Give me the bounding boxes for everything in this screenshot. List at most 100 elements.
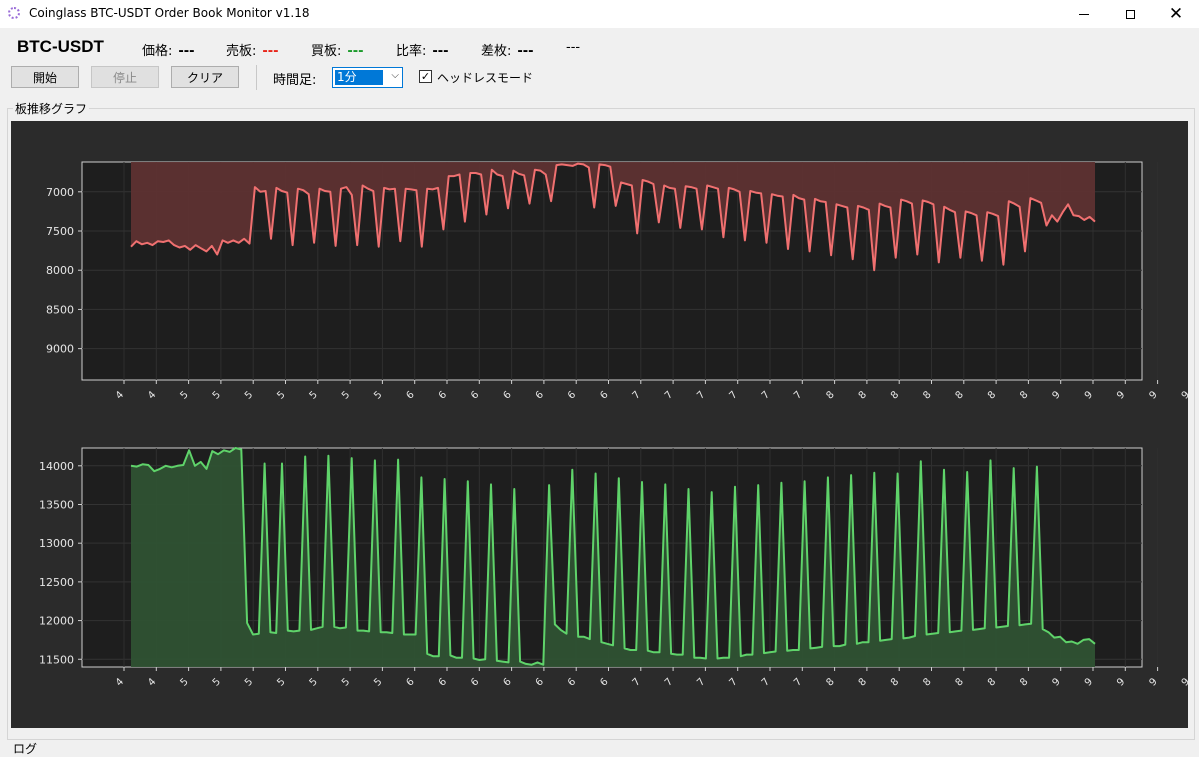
sell-stat: 売板: --- (226, 40, 279, 59)
sell-x-tick-label: 8 (921, 389, 933, 401)
sell-x-tick-label: 7 (631, 389, 643, 401)
buy-x-tick-label: 9 (1051, 676, 1063, 688)
close-icon: ✕ (1168, 3, 1184, 24)
buy-value: --- (347, 44, 364, 59)
buy-x-tick-label: 6 (405, 676, 417, 688)
buy-x-tick-label: 5 (243, 676, 255, 688)
sell-x-tick-label: 6 (405, 389, 417, 401)
sell-x-tick-label: 6 (437, 389, 449, 401)
graph-group-label: 板推移グラフ (13, 100, 90, 117)
buy-x-tick-label: 6 (566, 676, 578, 688)
buy-x-tick-label: 7 (728, 676, 740, 688)
close-button[interactable]: ✕ (1153, 0, 1199, 28)
buy-x-tick-label: 5 (275, 676, 287, 688)
buy-x-tick-label: 4 (146, 676, 158, 688)
sell-chart: 7000 7500 8000 8500 9000 4 4 5 5 5 5 5 5 5 6 6 6 6 6 6 6 7 7 7 7… (46, 161, 1192, 402)
sell-x-tick-label: 4 (146, 389, 158, 401)
sell-x-tick-label: 8 (824, 389, 836, 401)
buy-x-tick-label: 8 (954, 676, 966, 688)
sell-x-tick-label: 9 (1051, 389, 1063, 401)
timeframe-select[interactable]: 1分 ⌵ (332, 67, 403, 88)
price-value: --- (178, 44, 195, 59)
buy-chart: 11500 12000 12500 13000 13500 14000 4 4 5 5 5 5 5 5 5 6… (39, 447, 1192, 689)
sell-x-tick-label: 5 (211, 389, 223, 401)
sell-x-tick-label: 8 (889, 389, 901, 401)
buy-x-tick-label: 9 (1083, 676, 1095, 688)
sell-x-tick-label: 6 (501, 389, 513, 401)
maximize-icon (1125, 9, 1135, 19)
sell-x-tick-label: 7 (695, 389, 707, 401)
buy-x-tick-label: 7 (663, 676, 675, 688)
buy-area-fill (131, 448, 1095, 667)
buy-x-tick-label: 8 (824, 676, 836, 688)
buy-x-tick-label: 8 (921, 676, 933, 688)
sell-x-tick-label: 5 (243, 389, 255, 401)
buy-x-tick-label: 8 (986, 676, 998, 688)
sell-x-tick-label: 5 (308, 389, 320, 401)
buy-x-tick-label: 7 (792, 676, 804, 688)
headless-checkbox[interactable]: ✓ (419, 70, 432, 83)
sell-x-tick-label: 9 (1147, 389, 1159, 401)
price-stat: 価格: --- (142, 40, 195, 59)
buy-x-tick-label: 8 (889, 676, 901, 688)
graph-group (7, 108, 1195, 740)
sell-x-tick-label: 4 (114, 389, 126, 401)
minimize-icon (1079, 13, 1089, 15)
diff-stat: 差枚: --- (481, 40, 534, 59)
sell-y-tick-label: 8500 (46, 303, 74, 316)
buy-y-tick-label: 12500 (39, 576, 74, 589)
sell-y-tick-label: 9000 (46, 343, 74, 356)
diff-label: 差枚: (481, 44, 512, 59)
graph-canvas: 7000 7500 8000 8500 9000 4 4 5 5 5 5 5 5 5 6 6 6 6 6 6 6 7 7 7 7… (11, 121, 1192, 728)
buy-x-tick-label: 6 (437, 676, 449, 688)
buy-x-tick-label: 9 (1147, 676, 1159, 688)
minimize-button[interactable] (1061, 0, 1107, 28)
sell-y-tick-label: 8000 (46, 264, 74, 277)
sell-x-tick-label: 9 (1083, 389, 1095, 401)
extra-value: --- (566, 40, 581, 55)
buy-x-tick-label: 6 (598, 676, 610, 688)
buy-x-tick-label: 5 (178, 676, 190, 688)
ratio-stat: 比率: --- (396, 40, 449, 59)
maximize-button[interactable] (1107, 0, 1153, 28)
buy-x-tick-label: 4 (114, 676, 126, 688)
buy-x-tick-label: 8 (857, 676, 869, 688)
sell-x-tick-label: 9 (1115, 389, 1127, 401)
sell-series-line (130, 162, 1096, 272)
window-title: Coinglass BTC-USDT Order Book Monitor v1… (29, 6, 310, 20)
stop-button[interactable]: 停止 (91, 66, 159, 88)
diff-value: --- (517, 44, 534, 59)
sell-x-tick-label: 7 (760, 389, 772, 401)
buy-x-tick-label: 7 (695, 676, 707, 688)
pair-label: BTC-USDT (17, 37, 104, 56)
timeframe-label: 時間足: (273, 73, 317, 88)
sell-x-tick-label: 8 (1018, 389, 1030, 401)
sell-x-tick-label: 7 (728, 389, 740, 401)
buy-x-tick-label: 5 (340, 676, 352, 688)
buy-x-tick-label: 7 (760, 676, 772, 688)
buy-y-tick-label: 11500 (39, 653, 74, 666)
ratio-label: 比率: (396, 44, 427, 59)
buy-y-tick-label: 12000 (39, 615, 74, 628)
buy-x-tick-label: 6 (469, 676, 481, 688)
buy-x-tick-label: 5 (211, 676, 223, 688)
buy-y-tick-label: 14000 (39, 460, 74, 473)
sell-y-tick-label: 7000 (46, 186, 74, 199)
sell-x-tick-label: 6 (566, 389, 578, 401)
buy-stat: 買板: --- (311, 40, 364, 59)
sell-x-tick-label: 6 (534, 389, 546, 401)
sell-x-tick-label: 6 (598, 389, 610, 401)
sell-x-tick-label: 5 (372, 389, 384, 401)
app-icon (8, 7, 20, 19)
buy-x-tick-label: 9 (1180, 676, 1188, 688)
buy-y-tick-label: 13500 (39, 498, 74, 511)
clear-button[interactable]: クリア (171, 66, 239, 88)
chevron-down-icon: ⌵ (391, 70, 399, 81)
buy-x-tick-label: 9 (1115, 676, 1127, 688)
start-button[interactable]: 開始 (11, 66, 79, 88)
sell-x-tick-label: 8 (954, 389, 966, 401)
sell-x-tick-label: 9 (1180, 389, 1188, 401)
sell-x-tick-label: 8 (857, 389, 869, 401)
sell-x-tick-label: 8 (986, 389, 998, 401)
sell-x-tick-label: 6 (469, 389, 481, 401)
